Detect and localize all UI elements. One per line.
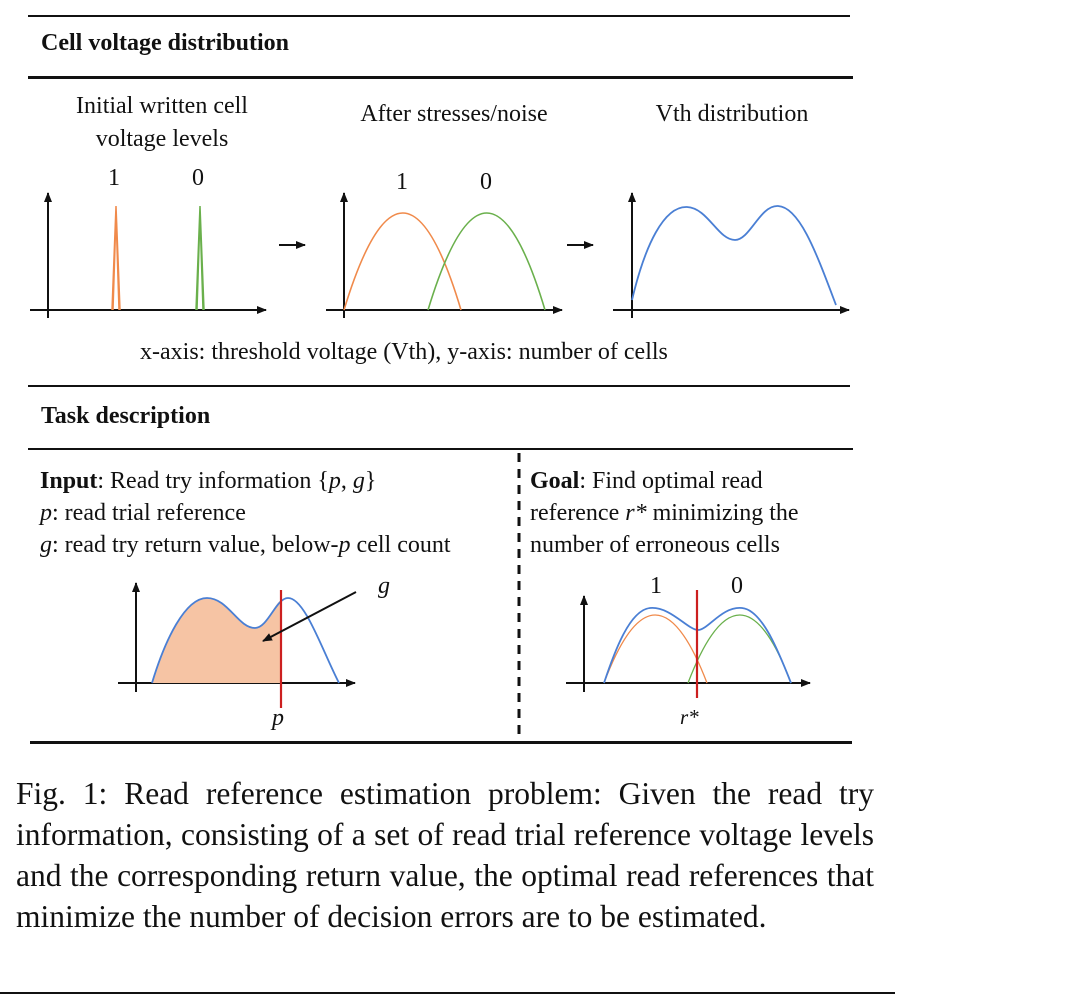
input-plot-shaded-area	[152, 598, 281, 683]
section-title-cell-voltage: Cell voltage distribution	[41, 30, 290, 56]
input-sym-g: g	[352, 468, 365, 494]
plot-label-p: p	[272, 705, 284, 731]
section-title-task: Task description	[41, 403, 211, 429]
input-line1-text: : Read try information {	[97, 468, 329, 494]
panel1-title-line2: voltage levels	[95, 126, 229, 152]
figure-caption: Fig. 1: Read reference estimation proble…	[16, 776, 874, 934]
input-close-brace: }	[364, 468, 377, 494]
input-plot-g-arrow	[262, 591, 357, 642]
goal-line2-a: reference	[530, 500, 626, 526]
top-rule	[28, 15, 850, 17]
goal-plot-label-1: 1	[650, 573, 662, 599]
bottom-rule	[30, 741, 852, 744]
goal-line2-sym: r*	[625, 500, 647, 526]
input-comma: ,	[340, 468, 353, 494]
goal-line2-b: minimizing the	[646, 500, 799, 526]
panel3-title: Vth distribution	[655, 101, 809, 127]
panel1-axes	[30, 192, 267, 318]
panel2-curve-1	[343, 212, 462, 311]
section1-rule	[28, 76, 853, 79]
panel3-axes	[613, 192, 850, 318]
panel2-title: After stresses/noise	[360, 101, 548, 127]
section-separator-rule	[28, 385, 850, 387]
input-line2: p: read trial reference	[40, 497, 246, 529]
goal-line1: Goal: Find optimal read	[530, 465, 763, 497]
input-line3-text: : read try return value, below-	[52, 532, 339, 558]
input-line2-text: : read trial reference	[52, 500, 246, 526]
input-heading: Input	[40, 468, 98, 494]
panel1-title-line1: Initial written cell	[76, 93, 248, 119]
goal-heading: Goal	[530, 468, 580, 494]
panel1-spike-0	[195, 205, 205, 311]
panel2-label-1: 1	[396, 169, 408, 195]
panel1-spike-1	[111, 205, 121, 311]
panel2-axes	[326, 192, 563, 318]
panel1-label-0: 0	[192, 165, 204, 191]
goal-plot-label-0: 0	[731, 573, 743, 599]
input-line3-sym2: p	[338, 532, 351, 558]
goal-line1-text: : Find optimal read	[579, 468, 763, 494]
input-line1: Input: Read try information {p, g}	[40, 465, 376, 497]
input-line3-sym: g	[40, 532, 52, 558]
panel2-label-0: 0	[480, 169, 492, 195]
goal-line3: number of erroneous cells	[530, 532, 780, 558]
section2-rule	[28, 448, 853, 450]
goal-plot-curve-1	[603, 614, 708, 684]
input-line2-sym: p	[40, 500, 52, 526]
page-bottom-rule	[0, 992, 895, 994]
input-line3: g: read try return value, below-p cell c…	[40, 529, 451, 561]
goal-plot-label-r: r*	[680, 705, 699, 729]
panel1-label-1: 1	[108, 165, 120, 191]
input-sym-p: p	[328, 468, 341, 494]
axis-note: x-axis: threshold voltage (Vth), y-axis:…	[140, 339, 668, 365]
panel3-curve	[631, 205, 837, 306]
panel2-curve-0	[427, 212, 546, 311]
goal-line2: reference r* minimizing the	[530, 497, 799, 529]
plot-label-g: g	[378, 573, 390, 599]
input-line3-end: cell count	[350, 532, 451, 558]
